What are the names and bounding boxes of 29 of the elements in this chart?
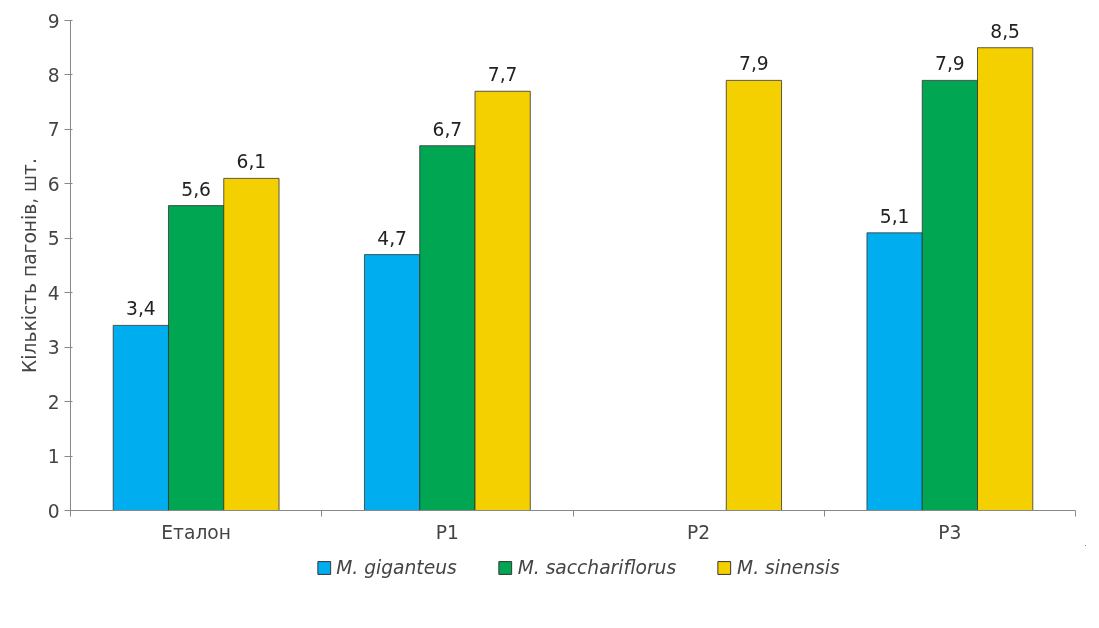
data-label: 6,7 xyxy=(432,118,463,140)
x-tick-label: Р3 xyxy=(938,521,962,543)
y-axis-title: Кількість пагонів, шт. xyxy=(18,158,40,373)
y-tick-label: 7 xyxy=(47,119,60,141)
legend-label: M. sacchariflorus xyxy=(517,556,677,578)
data-label: 7,9 xyxy=(935,53,965,75)
data-label: 4,7 xyxy=(377,227,407,249)
bar xyxy=(725,79,782,511)
y-tick-label: 8 xyxy=(47,64,60,86)
y-tick-label: 6 xyxy=(47,173,60,195)
x-tick-label: Р2 xyxy=(687,521,711,543)
data-label: 5,6 xyxy=(181,178,211,200)
data-label: 7,9 xyxy=(739,53,769,75)
data-label: 7,7 xyxy=(487,64,518,86)
y-tick-label: 0 xyxy=(47,500,60,522)
y-tick-label: 9 xyxy=(47,10,60,32)
data-label: 6,1 xyxy=(236,151,267,173)
legend-label: M. sinensis xyxy=(737,556,840,578)
data-label: 8,5 xyxy=(990,20,1020,42)
y-tick-label: 3 xyxy=(47,337,60,359)
x-tick-label: Еталон xyxy=(161,521,231,543)
y-tick-label: 4 xyxy=(47,282,60,304)
data-label: 5,1 xyxy=(879,205,910,227)
data-label: 3,4 xyxy=(126,298,156,320)
y-tick-label: 5 xyxy=(47,228,60,250)
x-tick-label: Р1 xyxy=(435,521,459,543)
y-tick-label: 2 xyxy=(47,391,60,413)
legend-label: M. giganteus xyxy=(336,556,457,578)
y-tick-label: 1 xyxy=(47,446,60,468)
